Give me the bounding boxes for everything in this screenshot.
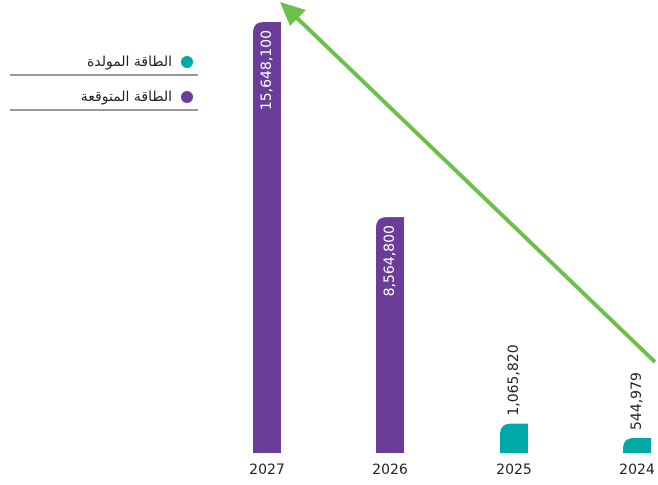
value-label: 8,564,800 bbox=[382, 225, 398, 296]
legend-label: الطاقة المتوقعة bbox=[81, 89, 172, 105]
legend-swatch bbox=[181, 56, 193, 68]
bar bbox=[500, 423, 528, 453]
bar bbox=[253, 22, 281, 453]
x-tick-label: 2024 bbox=[619, 462, 655, 478]
bar bbox=[623, 437, 651, 453]
value-label: 1,065,820 bbox=[506, 344, 522, 415]
x-tick-label: 2026 bbox=[372, 462, 408, 478]
trend-arrow-head bbox=[280, 2, 306, 26]
legend-swatch bbox=[181, 91, 193, 103]
trend-arrow bbox=[294, 15, 657, 364]
value-label: 544,979 bbox=[629, 372, 645, 430]
x-tick-label: 2027 bbox=[249, 462, 285, 478]
bar bbox=[376, 217, 404, 453]
legend-label: الطاقة المولدة bbox=[87, 54, 172, 70]
x-tick-label: 2025 bbox=[496, 462, 532, 478]
value-label: 15,648,100 bbox=[259, 30, 275, 110]
